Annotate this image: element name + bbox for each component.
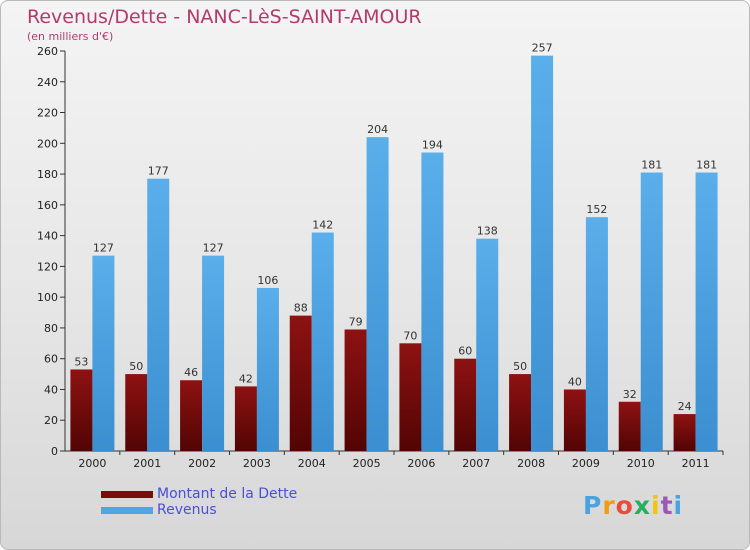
legend-label-dette: Montant de la Dette	[157, 486, 298, 502]
bar-revenus	[531, 55, 554, 451]
x-tick-label: 2000	[78, 457, 106, 470]
bar-dette	[454, 358, 477, 451]
bar-dette	[673, 414, 696, 451]
bar-dette	[289, 315, 312, 451]
bar-revenus	[476, 238, 499, 451]
value-label-revenus: 257	[532, 42, 553, 55]
logo-letter-6: i	[673, 491, 684, 520]
logo-letter-3: x	[633, 491, 651, 520]
value-label-dette: 70	[403, 329, 417, 342]
y-tick-label: 200	[37, 137, 58, 150]
x-tick-label: 2005	[353, 457, 381, 470]
y-tick-label: 120	[37, 260, 58, 273]
bar-revenus	[366, 137, 389, 451]
value-label-dette: 24	[678, 400, 692, 413]
y-tick-label: 220	[37, 107, 58, 120]
value-label-revenus: 138	[477, 225, 498, 238]
y-tick-label: 180	[37, 168, 58, 181]
bar-revenus	[640, 172, 663, 452]
value-label-dette: 32	[623, 388, 637, 401]
value-label-revenus: 127	[93, 242, 114, 255]
bar-dette	[180, 380, 203, 451]
bar-dette	[70, 369, 93, 451]
bar-revenus	[202, 255, 225, 451]
bar-dette	[399, 343, 422, 451]
bar-dette	[563, 389, 586, 451]
y-tick-label: 260	[37, 45, 58, 58]
x-tick-label: 2004	[298, 457, 326, 470]
bar-dette	[618, 401, 641, 451]
value-label-revenus: 127	[203, 242, 224, 255]
x-tick-label: 2002	[188, 457, 216, 470]
y-tick-label: 80	[44, 322, 58, 335]
proxiti-logo: Proxiti	[583, 491, 683, 520]
y-tick-label: 0	[51, 445, 58, 458]
y-tick-label: 100	[37, 291, 58, 304]
bar-dette	[509, 374, 532, 451]
value-label-dette: 42	[239, 372, 253, 385]
chart-subtitle: (en milliers d'€)	[27, 30, 114, 43]
legend-swatch-dette	[101, 491, 153, 498]
x-tick-label: 2009	[572, 457, 600, 470]
bar-revenus	[256, 287, 279, 451]
value-label-revenus: 194	[422, 139, 443, 152]
x-tick-label: 2010	[627, 457, 655, 470]
value-label-dette: 53	[74, 355, 88, 368]
bar-revenus	[147, 178, 170, 451]
value-label-revenus: 181	[641, 159, 662, 172]
value-label-dette: 60	[458, 345, 472, 358]
y-tick-label: 40	[44, 383, 58, 396]
bar-revenus	[311, 232, 334, 451]
value-label-revenus: 204	[367, 123, 388, 136]
value-label-dette: 40	[568, 375, 582, 388]
y-tick-label: 160	[37, 199, 58, 212]
logo-letter-0: P	[583, 491, 603, 520]
value-label-dette: 50	[513, 360, 527, 373]
bar-revenus	[695, 172, 718, 452]
value-label-dette: 46	[184, 366, 198, 379]
x-tick-label: 2006	[407, 457, 435, 470]
logo-letter-1: r	[602, 491, 616, 520]
value-label-revenus: 181	[696, 159, 717, 172]
bar-revenus	[585, 217, 608, 451]
y-tick-label: 140	[37, 230, 58, 243]
value-label-revenus: 142	[312, 219, 333, 232]
bar-dette	[125, 374, 148, 451]
value-label-revenus: 177	[148, 165, 169, 178]
bar-dette	[234, 386, 257, 451]
y-tick-label: 60	[44, 353, 58, 366]
logo-letter-5: t	[660, 491, 674, 520]
bar-dette	[344, 329, 367, 451]
x-tick-label: 2007	[462, 457, 490, 470]
x-tick-label: 2001	[133, 457, 161, 470]
y-tick-label: 20	[44, 414, 58, 427]
x-tick-label: 2003	[243, 457, 271, 470]
bar-revenus	[92, 255, 115, 451]
value-label-revenus: 106	[257, 274, 278, 287]
x-tick-label: 2011	[682, 457, 710, 470]
x-tick-label: 2008	[517, 457, 545, 470]
bar-revenus	[421, 152, 444, 452]
logo-letter-2: o	[615, 491, 634, 520]
value-label-revenus: 152	[586, 203, 607, 216]
legend-label-revenus: Revenus	[157, 502, 217, 518]
value-label-dette: 50	[129, 360, 143, 373]
value-label-dette: 79	[349, 315, 363, 328]
chart-title: Revenus/Dette - NANC-LèS-SAINT-AMOUR	[27, 6, 422, 28]
legend-swatch-revenus	[101, 507, 153, 514]
value-label-dette: 88	[294, 302, 308, 315]
y-tick-label: 240	[37, 76, 58, 89]
logo-letter-4: i	[651, 491, 661, 520]
